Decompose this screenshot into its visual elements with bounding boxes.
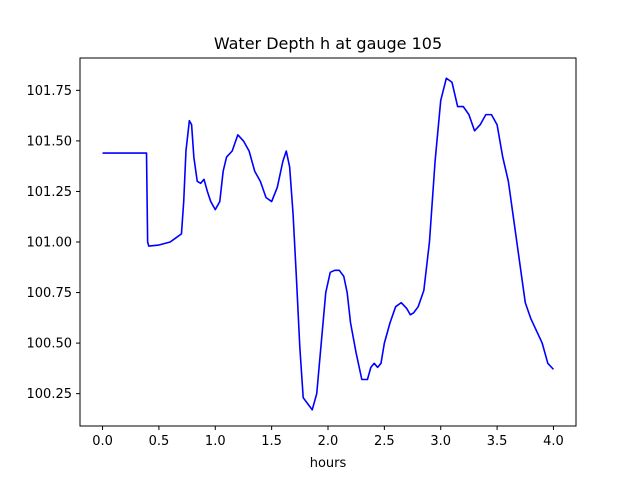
y-tick-label: 101.00	[27, 236, 73, 251]
x-tick-label: 2.0	[318, 434, 339, 449]
x-tick-label: 0.0	[92, 434, 113, 449]
y-tick-label: 100.25	[27, 387, 73, 402]
y-tick-label: 101.25	[27, 185, 73, 200]
x-tick-label: 1.5	[261, 434, 282, 449]
series-line-0	[102, 77, 555, 411]
x-axis: 0.0 0.5 1.0 1.5 2.0 2.5 3.0 3.5 4.0	[92, 426, 564, 449]
y-tick-label: 101.75	[27, 84, 73, 99]
y-axis: 100.25 100.50 100.75 101.00 101.25 101.50 101.…	[27, 84, 80, 402]
x-tick-label: 0.5	[149, 434, 170, 449]
chart-title: Water Depth h at gauge 105	[214, 34, 442, 53]
y-tick-label: 100.75	[27, 286, 73, 301]
x-tick-label: 1.0	[205, 434, 226, 449]
y-tick-label: 101.50	[27, 134, 73, 149]
plot-area	[102, 77, 555, 411]
x-tick-label: 3.5	[487, 434, 508, 449]
x-tick-label: 2.5	[374, 434, 395, 449]
x-tick-label: 3.0	[430, 434, 451, 449]
x-tick-label: 4.0	[543, 434, 564, 449]
y-tick-label: 100.50	[27, 337, 73, 352]
x-axis-label: hours	[310, 456, 347, 471]
